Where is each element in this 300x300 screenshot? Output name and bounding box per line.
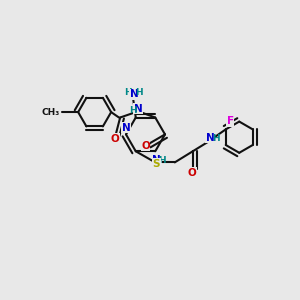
Text: O: O	[141, 140, 150, 151]
Text: N: N	[130, 89, 139, 99]
Text: F: F	[227, 116, 234, 126]
Text: N: N	[122, 123, 130, 133]
Text: H: H	[136, 88, 143, 97]
Text: N: N	[134, 103, 142, 113]
Text: S: S	[153, 159, 160, 169]
Text: H: H	[130, 106, 137, 115]
Text: H: H	[124, 88, 131, 97]
Text: CH₃: CH₃	[42, 108, 60, 117]
Text: N: N	[206, 133, 214, 143]
Text: O: O	[188, 168, 197, 178]
Text: H: H	[212, 134, 219, 143]
Text: O: O	[111, 134, 119, 143]
Text: H: H	[158, 156, 166, 165]
Text: N: N	[152, 155, 161, 165]
